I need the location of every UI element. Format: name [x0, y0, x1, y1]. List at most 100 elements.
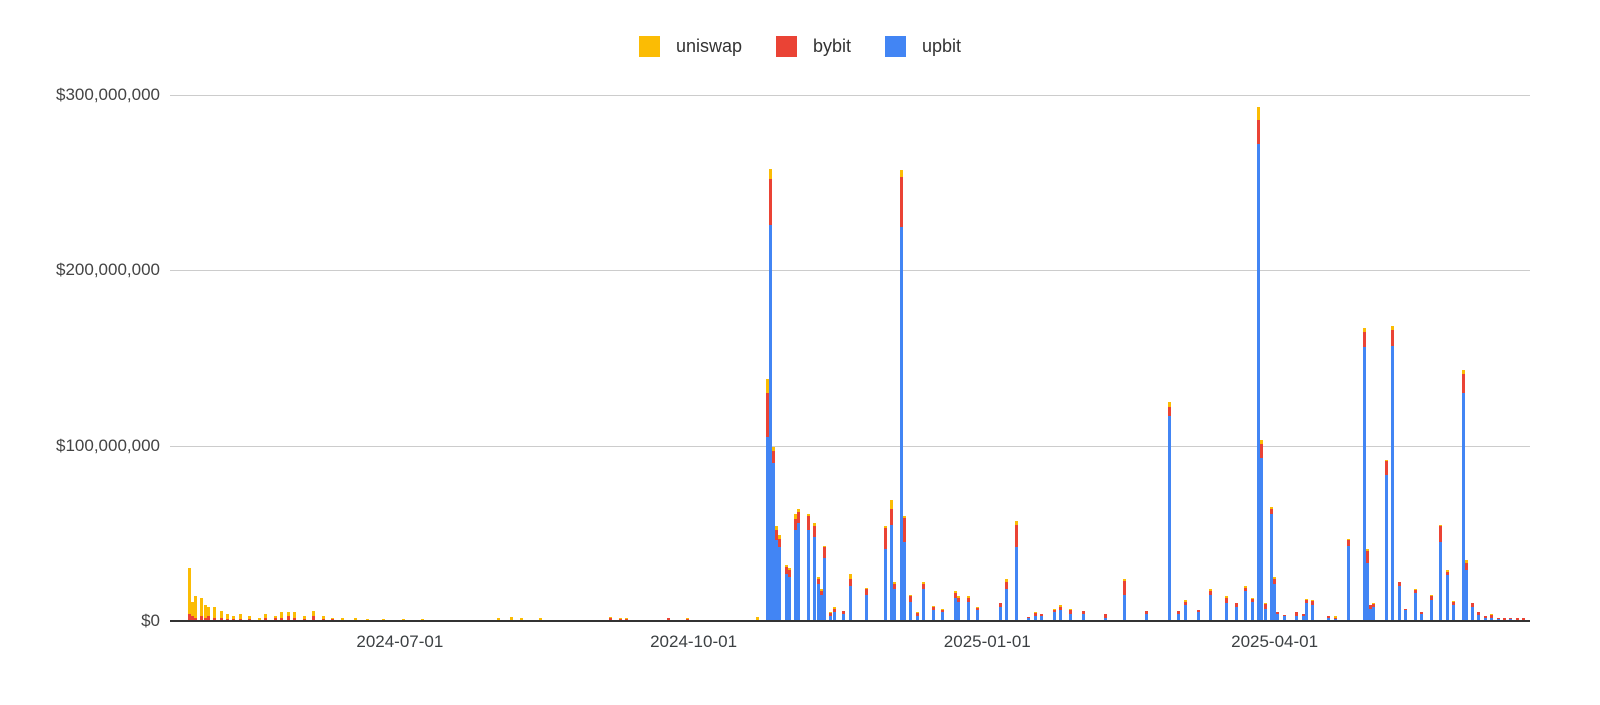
bar-2025-05-23[interactable]: [1439, 524, 1443, 621]
bar-2025-05-25[interactable]: [1445, 570, 1449, 621]
bar-2024-12-29[interactable]: [976, 606, 980, 621]
bar-2025-05-06[interactable]: [1384, 459, 1388, 621]
bar-2024-12-15[interactable]: [931, 606, 935, 621]
bar-2024-11-13[interactable]: [829, 612, 833, 621]
bar-2025-03-04[interactable]: [1183, 599, 1187, 621]
bar-2025-02-20[interactable]: [1145, 610, 1149, 621]
bar-2024-11-14[interactable]: [832, 606, 836, 621]
bar-2025-02-13[interactable]: [1123, 578, 1127, 621]
bar-2024-11-09[interactable]: [816, 577, 820, 621]
bar-2024-11-08[interactable]: [813, 522, 817, 621]
bar-2025-03-25[interactable]: [1250, 598, 1254, 621]
bar-2025-01-31[interactable]: [1081, 610, 1085, 621]
bar-2025-05-08[interactable]: [1391, 326, 1395, 621]
bar-2024-12-10[interactable]: [915, 612, 919, 621]
bar-2025-03-23[interactable]: [1244, 585, 1248, 621]
bar-2024-11-17[interactable]: [842, 610, 846, 621]
bar-2025-05-27[interactable]: [1451, 600, 1455, 621]
bar-2025-03-31[interactable]: [1269, 507, 1273, 621]
bar-2024-05-23[interactable]: [273, 615, 277, 621]
bar-2024-11-24[interactable]: [864, 587, 868, 621]
bar-2025-05-30[interactable]: [1461, 370, 1465, 621]
bar-2025-03-12[interactable]: [1209, 589, 1213, 621]
bar-2025-03-27[interactable]: [1257, 107, 1261, 621]
bar-2024-11-06[interactable]: [807, 514, 810, 621]
bar-2025-01-14[interactable]: [1027, 616, 1031, 621]
bar-2024-04-27[interactable]: [190, 601, 194, 621]
bar-2024-11-30[interactable]: [883, 526, 887, 621]
bar-2025-04-02[interactable]: [1276, 612, 1280, 621]
bar-2025-05-15[interactable]: [1413, 589, 1417, 621]
bar-2024-12-02[interactable]: [890, 500, 893, 621]
bar-2025-05-20[interactable]: [1429, 594, 1433, 621]
bar-2025-03-02[interactable]: [1177, 610, 1181, 621]
bar-2024-05-27[interactable]: [286, 612, 290, 621]
bar-2024-05-29[interactable]: [293, 612, 296, 621]
bar-2024-11-19[interactable]: [848, 573, 852, 621]
bar-2025-05-17[interactable]: [1420, 612, 1423, 621]
bar-2025-01-07[interactable]: [1004, 578, 1008, 621]
bar-2025-06-02[interactable]: [1471, 603, 1474, 621]
bar-2025-04-04[interactable]: [1282, 614, 1286, 621]
bar-2024-05-01[interactable]: [203, 605, 207, 621]
bar-2025-01-27[interactable]: [1068, 608, 1072, 621]
bar-2024-10-25[interactable]: [768, 168, 772, 621]
bar-2025-03-29[interactable]: [1263, 603, 1267, 621]
bar-2024-05-20[interactable]: [264, 614, 268, 621]
bar-2025-04-24[interactable]: [1346, 538, 1350, 621]
bar-2025-05-02[interactable]: [1372, 603, 1376, 621]
bar-2025-04-18[interactable]: [1327, 615, 1331, 621]
bar-2024-10-30[interactable]: [784, 564, 788, 621]
bar-2024-09-08[interactable]: [618, 617, 622, 621]
bar-2024-12-03[interactable]: [893, 582, 897, 621]
bar-2024-05-02[interactable]: [206, 606, 210, 621]
bar-2025-05-10[interactable]: [1397, 582, 1401, 621]
bar-2024-04-28[interactable]: [194, 596, 197, 621]
bar-2024-10-27[interactable]: [775, 526, 779, 621]
bar-2024-10-26[interactable]: [771, 447, 775, 621]
bar-2024-05-06[interactable]: [219, 610, 223, 621]
bar-2024-12-05[interactable]: [899, 170, 903, 621]
bar-2025-04-13[interactable]: [1311, 599, 1315, 621]
bar-2025-01-16[interactable]: [1033, 612, 1037, 621]
bar-2025-01-22[interactable]: [1052, 608, 1056, 621]
bar-2025-05-01[interactable]: [1368, 605, 1372, 621]
bar-2025-03-28[interactable]: [1260, 440, 1264, 621]
bar-2025-04-08[interactable]: [1295, 612, 1299, 621]
bar-2025-04-10[interactable]: [1301, 614, 1305, 621]
bar-2025-03-17[interactable]: [1225, 596, 1229, 621]
bar-2024-12-18[interactable]: [941, 608, 945, 621]
bar-2025-05-31[interactable]: [1464, 559, 1468, 621]
bar-2024-11-02[interactable]: [794, 514, 798, 621]
bar-2024-09-23[interactable]: [666, 617, 670, 621]
bar-2024-09-29[interactable]: [685, 618, 689, 621]
bar-2024-12-26[interactable]: [966, 596, 970, 621]
bar-2025-06-06[interactable]: [1483, 615, 1487, 621]
bar-2025-02-27[interactable]: [1167, 401, 1171, 621]
bar-2025-03-20[interactable]: [1234, 602, 1238, 621]
bar-2025-06-08[interactable]: [1490, 614, 1494, 621]
bar-2024-11-10[interactable]: [819, 589, 823, 621]
bar-2024-10-31[interactable]: [787, 568, 791, 621]
bar-2024-12-23[interactable]: [957, 596, 960, 621]
bar-2024-05-25[interactable]: [280, 612, 284, 621]
bar-2024-11-11[interactable]: [823, 545, 826, 621]
bar-2024-10-24[interactable]: [765, 379, 769, 621]
bar-2025-04-01[interactable]: [1273, 577, 1277, 621]
bar-2025-03-08[interactable]: [1196, 610, 1200, 621]
bar-2024-05-04[interactable]: [213, 606, 217, 621]
bar-2025-06-04[interactable]: [1477, 612, 1481, 621]
bar-2024-12-22[interactable]: [953, 591, 957, 621]
bar-2024-04-26[interactable]: [187, 568, 191, 621]
bar-2024-09-05[interactable]: [609, 616, 613, 621]
bar-2024-04-30[interactable]: [200, 598, 204, 621]
bar-2025-02-07[interactable]: [1103, 614, 1107, 621]
bar-2025-01-10[interactable]: [1014, 521, 1018, 621]
bar-2025-01-05[interactable]: [998, 602, 1002, 621]
bar-2025-05-12[interactable]: [1404, 608, 1407, 621]
bar-2025-01-24[interactable]: [1059, 605, 1063, 621]
bar-2024-11-03[interactable]: [797, 508, 801, 621]
bar-2025-04-29[interactable]: [1362, 328, 1366, 621]
bar-2024-10-28[interactable]: [778, 535, 782, 621]
bar-2025-04-30[interactable]: [1365, 549, 1369, 621]
